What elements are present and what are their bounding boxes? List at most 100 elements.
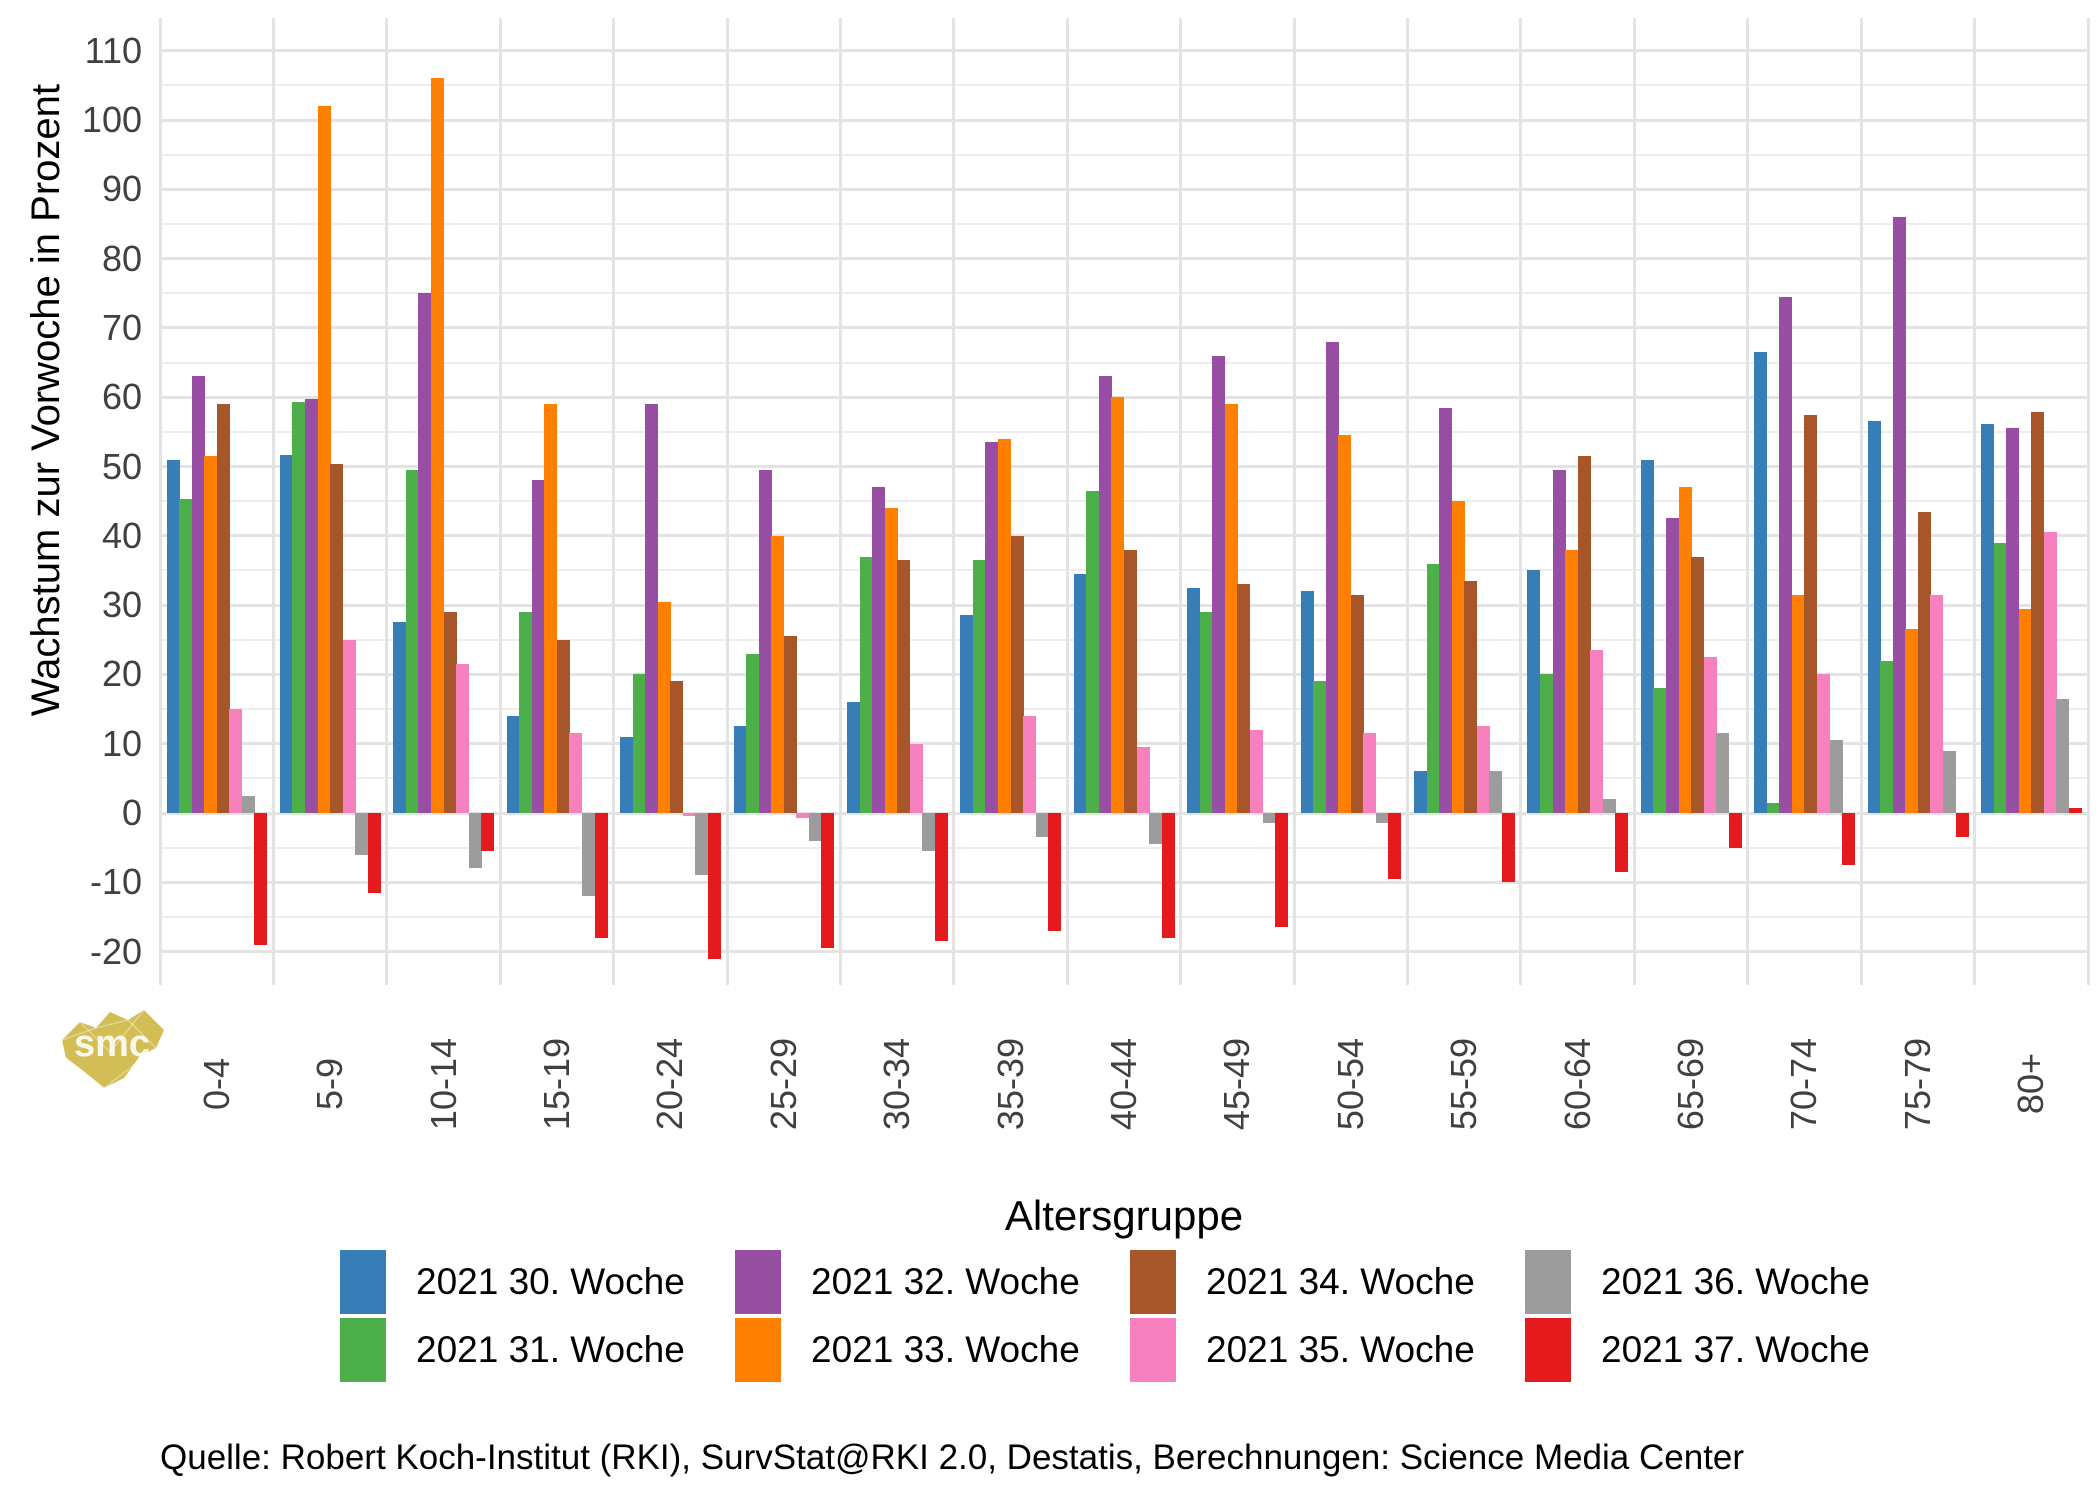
x-tick-label-text: 5-9	[309, 1057, 351, 1111]
legend-swatch	[1130, 1250, 1176, 1314]
bar	[771, 535, 785, 813]
bar	[1237, 584, 1251, 813]
x-tick-label: 75-79	[1896, 1008, 1940, 1160]
bar	[985, 442, 999, 813]
bar	[1426, 563, 1440, 813]
bar	[707, 813, 721, 959]
legend-label: 2021 37. Woche	[1601, 1329, 1870, 1370]
bar	[821, 813, 835, 949]
bar	[670, 681, 684, 813]
legend-swatch	[1525, 1318, 1571, 1382]
bar	[960, 615, 974, 813]
bar	[418, 293, 432, 813]
bar	[279, 454, 293, 813]
legend-item: 2021 33. Woche	[735, 1318, 1120, 1382]
bar	[1754, 352, 1768, 813]
bar	[1817, 674, 1830, 813]
y-tick-label: 30	[101, 584, 142, 626]
bar	[1640, 459, 1654, 813]
gridline-minor	[160, 292, 2088, 295]
bar	[1981, 423, 1995, 813]
bar	[1905, 629, 1919, 813]
smc-logo-blob	[62, 1010, 164, 1088]
source-credit: Quelle: Robert Koch-Institut (RKI), Surv…	[160, 1438, 1745, 1477]
gridline-major	[160, 187, 2088, 191]
x-tick-label: 20-24	[648, 1008, 692, 1160]
x-tick-label: 65-69	[1669, 1008, 1713, 1160]
gridline-major	[160, 326, 2088, 330]
gridline-major	[160, 49, 2088, 53]
bar	[305, 398, 318, 813]
bar	[1779, 296, 1793, 813]
bar	[1703, 657, 1717, 813]
bar	[531, 480, 545, 813]
y-tick-label: 0	[121, 792, 142, 833]
bar	[796, 813, 810, 818]
x-tick-label-text: 65-69	[1670, 1037, 1712, 1131]
gridline-vertical	[1973, 18, 1977, 985]
bar	[1565, 549, 1579, 813]
bar	[355, 813, 369, 855]
bar	[1942, 750, 1956, 813]
bar	[808, 813, 822, 841]
x-tick-label-text: 40-44	[1103, 1037, 1144, 1131]
bar	[1388, 813, 1402, 879]
x-tick-label: 80+	[2009, 1008, 2053, 1160]
bar	[241, 795, 255, 813]
x-tick-label: 5-9	[308, 1008, 352, 1160]
gridline-minor	[160, 915, 2088, 918]
bar	[1804, 414, 1818, 813]
x-axis-title: Altersgruppe	[1004, 1192, 1244, 1239]
x-tick-label: 50-54	[1329, 1008, 1373, 1160]
bar	[1766, 802, 1780, 813]
x-tick-label: 55-59	[1442, 1008, 1486, 1160]
legend-swatch	[1130, 1318, 1176, 1382]
bar	[456, 664, 470, 813]
bar	[2056, 698, 2070, 813]
bar	[443, 612, 457, 813]
gridline-vertical	[385, 18, 389, 985]
bar	[1716, 733, 1730, 813]
smc-logo-text: smc	[74, 1023, 150, 1065]
bar	[1161, 813, 1175, 938]
bar	[783, 636, 797, 813]
bar	[1451, 501, 1465, 813]
legend-label: 2021 33. Woche	[811, 1329, 1080, 1370]
legend-label: 2021 34. Woche	[1206, 1261, 1475, 1302]
legend-swatch	[1525, 1250, 1571, 1314]
bar	[1880, 660, 1894, 813]
bar	[1363, 733, 1377, 813]
bar	[1414, 771, 1428, 813]
x-tick-label: 30-34	[875, 1008, 919, 1160]
bar	[330, 463, 344, 813]
y-tick-label: 40	[101, 514, 142, 556]
x-tick-label-text: 60-64	[1556, 1037, 1598, 1131]
gridline-vertical	[1292, 18, 1296, 985]
bar	[1993, 542, 2007, 813]
x-tick-label-text: 20-24	[649, 1037, 691, 1131]
bar	[506, 715, 520, 813]
gridline-vertical	[1746, 18, 1750, 985]
bar	[682, 813, 696, 817]
bar	[1300, 591, 1314, 813]
gridline-minor	[160, 846, 2088, 849]
bar	[1010, 535, 1024, 813]
x-tick-label: 70-74	[1782, 1008, 1826, 1160]
bar	[972, 560, 986, 813]
bar	[645, 404, 659, 813]
bar	[2006, 427, 2020, 813]
gridline-vertical	[1859, 18, 1863, 985]
legend-item: 2021 36. Woche	[1525, 1250, 1910, 1314]
bar	[2043, 532, 2057, 813]
bar	[1136, 747, 1150, 813]
bar	[2068, 808, 2082, 813]
bar	[884, 508, 898, 813]
bar	[1728, 813, 1742, 848]
bar	[367, 813, 381, 893]
bar	[1527, 570, 1541, 813]
bar	[519, 612, 533, 813]
bar	[430, 78, 444, 813]
gridline-major	[160, 950, 2088, 954]
bar	[1653, 688, 1667, 813]
gridline-vertical	[2086, 18, 2090, 985]
